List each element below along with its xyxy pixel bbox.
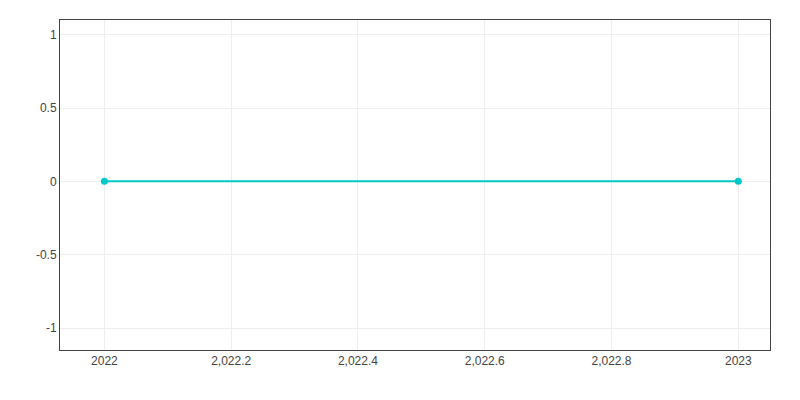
- svg-text:-1: -1: [46, 321, 57, 335]
- svg-text:0: 0: [50, 175, 57, 189]
- svg-text:2023: 2023: [725, 354, 752, 368]
- svg-text:-0.5: -0.5: [36, 248, 57, 262]
- svg-text:2,022.2: 2,022.2: [211, 354, 251, 368]
- svg-text:2022: 2022: [91, 354, 118, 368]
- svg-text:0.5: 0.5: [40, 101, 57, 115]
- svg-text:2,022.8: 2,022.8: [591, 354, 631, 368]
- svg-text:2,022.4: 2,022.4: [338, 354, 378, 368]
- svg-text:2,022.6: 2,022.6: [465, 354, 505, 368]
- svg-text:1: 1: [50, 28, 57, 42]
